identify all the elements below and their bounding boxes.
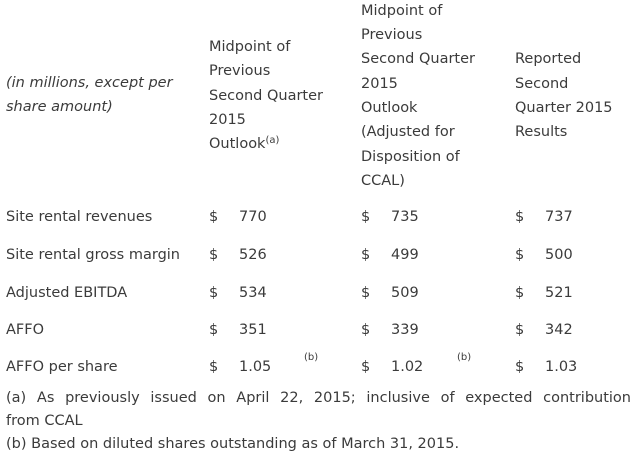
value-col1: 1.05 <box>239 359 272 375</box>
value-col1: 770 <box>239 209 267 225</box>
currency-symbol: $ <box>361 247 371 263</box>
currency-symbol: $ <box>515 247 525 263</box>
row-label: Site rental revenues <box>6 209 153 225</box>
row-label-header-line2: share amount) <box>6 99 113 115</box>
col2-header-line2: Previous <box>361 27 423 43</box>
value-col2: 339 <box>391 322 419 338</box>
footnote-a-line1: (a) As previously issued on April 22, 20… <box>6 390 631 406</box>
footnote-b: (b) Based on diluted shares outstanding … <box>6 436 460 452</box>
col2-header-line1: Midpoint of <box>361 3 443 19</box>
currency-symbol: $ <box>209 247 219 263</box>
currency-symbol: $ <box>515 359 525 375</box>
row-label: AFFO per share <box>6 359 118 375</box>
footnote-b-marker: (b) <box>457 352 472 363</box>
col1-header-line2: Previous <box>209 63 271 79</box>
value-col3: 500 <box>545 247 573 263</box>
value-col3: 342 <box>545 322 573 338</box>
currency-symbol: $ <box>361 322 371 338</box>
col1-header-line1: Midpoint of <box>209 39 291 55</box>
currency-symbol: $ <box>515 285 525 301</box>
value-col3: 521 <box>545 285 573 301</box>
currency-symbol: $ <box>361 209 371 225</box>
col1-header-line3: Second Quarter <box>209 88 323 104</box>
footnote-a-line2: from CCAL <box>6 413 83 429</box>
value-col1: 534 <box>239 285 267 301</box>
col3-header-line2: Second <box>515 76 569 92</box>
row-label: Site rental gross margin <box>6 247 180 263</box>
value-col2: 735 <box>391 209 419 225</box>
currency-symbol: $ <box>209 285 219 301</box>
col3-header-line3: Quarter 2015 <box>515 100 613 116</box>
value-col3: 1.03 <box>545 359 578 375</box>
value-col2: 509 <box>391 285 419 301</box>
currency-symbol: $ <box>209 322 219 338</box>
col2-header-line8: CCAL) <box>361 173 405 189</box>
value-col1: 526 <box>239 247 267 263</box>
row-label-header-line1: (in millions, except per <box>6 75 173 91</box>
col2-header-line3: Second Quarter <box>361 51 475 67</box>
currency-symbol: $ <box>515 322 525 338</box>
value-col3: 737 <box>545 209 573 225</box>
col1-header-line4: 2015 <box>209 112 246 128</box>
col2-header-line7: Disposition of <box>361 149 460 165</box>
footnote-a-marker: (a) <box>265 135 280 146</box>
currency-symbol: $ <box>515 209 525 225</box>
col1-header-line5: Outlook(a) <box>209 132 279 159</box>
footnote-b-marker: (b) <box>304 352 319 363</box>
currency-symbol: $ <box>361 359 371 375</box>
value-col2: 499 <box>391 247 419 263</box>
value-col1: 351 <box>239 322 267 338</box>
col2-header-line5: Outlook <box>361 100 418 116</box>
col3-header-line4: Results <box>515 124 568 140</box>
value-col2: 1.02 <box>391 359 424 375</box>
col3-header-line1: Reported <box>515 51 582 67</box>
row-label: AFFO <box>6 322 45 338</box>
col2-header-line6: (Adjusted for <box>361 124 455 140</box>
row-label: Adjusted EBITDA <box>6 285 128 301</box>
currency-symbol: $ <box>209 359 219 375</box>
col1-header-outlook: Outlook <box>209 136 266 152</box>
col2-header-line4: 2015 <box>361 76 398 92</box>
currency-symbol: $ <box>361 285 371 301</box>
currency-symbol: $ <box>209 209 219 225</box>
